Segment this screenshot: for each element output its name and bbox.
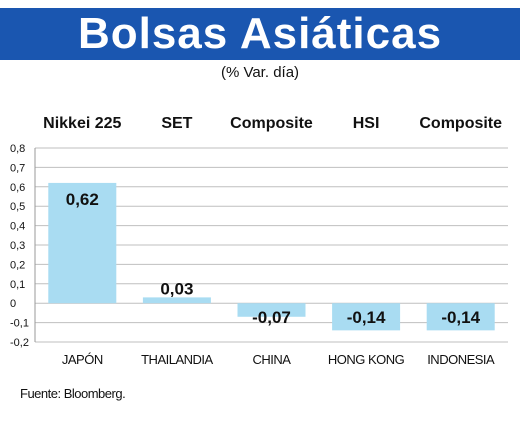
- chart-title: Bolsas Asiáticas: [77, 9, 443, 58]
- data-label: 0,03: [160, 279, 193, 298]
- y-tick-label: 0,8: [10, 143, 25, 155]
- index-label: Nikkei 225: [43, 115, 121, 132]
- y-tick-label: 0,5: [10, 201, 25, 213]
- data-label: -0,14: [347, 308, 386, 327]
- bar-1: [142, 297, 211, 304]
- y-tick-label: -0,2: [10, 337, 29, 349]
- data-label: -0,14: [441, 308, 480, 327]
- y-tick-label: 0,7: [10, 162, 25, 174]
- y-tick-label: 0,4: [10, 221, 25, 233]
- category-label: HONG KONG: [328, 352, 405, 367]
- y-tick-label: -0,1: [10, 318, 29, 330]
- category-label: INDONESIA: [427, 352, 495, 367]
- y-tick-label: 0: [10, 298, 16, 310]
- source-note: Fuente: Bloomberg.: [20, 386, 126, 401]
- index-label: SET: [161, 115, 192, 132]
- data-label: -0,07: [252, 308, 291, 327]
- y-tick-label: 0,6: [10, 182, 25, 194]
- category-label: THAILANDIA: [141, 352, 213, 367]
- index-label: Composite: [419, 115, 502, 132]
- category-label: CHINA: [253, 352, 292, 367]
- index-label: HSI: [353, 115, 380, 132]
- y-tick-label: 0,3: [10, 240, 25, 252]
- bar-4: [426, 303, 495, 331]
- bar-0: [48, 182, 117, 304]
- bar-3: [332, 303, 401, 331]
- chart-subtitle: (% Var. día): [220, 64, 300, 81]
- title-banner: Bolsas Asiáticas: [0, 8, 520, 60]
- y-tick-label: 0,1: [10, 279, 25, 291]
- data-label: 0,62: [66, 190, 99, 209]
- y-tick-label: 0,2: [10, 259, 25, 271]
- category-label: JAPÓN: [62, 352, 103, 367]
- bar-2: [237, 303, 306, 317]
- index-label: Composite: [230, 115, 313, 132]
